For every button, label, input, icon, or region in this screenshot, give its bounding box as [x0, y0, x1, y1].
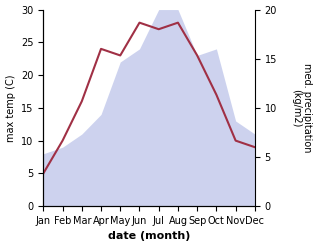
X-axis label: date (month): date (month)	[108, 231, 190, 242]
Y-axis label: med. precipitation
(kg/m2): med. precipitation (kg/m2)	[291, 63, 313, 153]
Y-axis label: max temp (C): max temp (C)	[5, 74, 16, 142]
